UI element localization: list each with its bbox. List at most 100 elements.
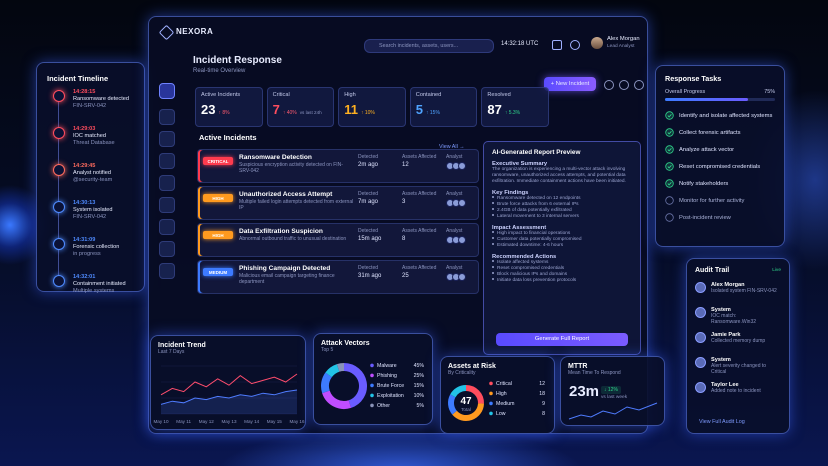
audit-item: Alex Morgan Isolated system FIN-SRV-042	[695, 282, 781, 307]
nav-settings[interactable]	[159, 263, 175, 279]
nav-alerts[interactable]	[159, 109, 175, 125]
legend-label: Exploitation	[377, 393, 404, 399]
nav-home[interactable]	[159, 83, 175, 99]
event-detail: FIN-SRV-042	[73, 214, 107, 220]
vectors-subtitle: Top 5	[321, 347, 334, 353]
audit-avatar	[695, 332, 706, 343]
audit-item: Jamie Park Collected memory dump	[695, 332, 781, 357]
nav-files[interactable]	[159, 219, 175, 235]
refresh-icon[interactable]	[604, 80, 614, 90]
event-icon	[53, 127, 65, 139]
donut-segment	[452, 403, 484, 421]
audit-item: System Alert severity changed to Critical	[695, 357, 781, 382]
audit-avatar	[695, 357, 706, 368]
task-item[interactable]: Reset compromised credentials	[665, 158, 775, 175]
assets-value: 25	[402, 273, 409, 279]
analyst-label: Analyst	[446, 191, 463, 197]
view-all-link[interactable]: View All →	[439, 144, 465, 150]
task-item[interactable]: Analyze attack vector	[665, 141, 775, 158]
stat-card: Resolved 87 ↑ 5.3%	[481, 87, 549, 127]
task-text: Reset compromised credentials	[679, 163, 761, 170]
analyst-avatar	[458, 236, 466, 244]
generate-report-button[interactable]: Generate Full Report	[496, 333, 628, 346]
task-item[interactable]: Notify stakeholders	[665, 175, 775, 192]
new-incident-button[interactable]: + New Incident	[544, 77, 596, 91]
report-panel: AI-Generated Report Preview Executive Su…	[483, 141, 641, 355]
event-detail: Multiple systems	[73, 288, 115, 294]
analyst-label: Analyst	[446, 265, 463, 271]
stat-label: Critical	[272, 92, 290, 98]
event-title: Analyst notified	[73, 170, 111, 176]
task-item[interactable]: Monitor for further activity	[665, 192, 775, 209]
task-text: Monitor for further activity	[679, 197, 745, 204]
user-avatar[interactable]	[591, 37, 603, 49]
progress-bar	[665, 98, 748, 101]
nav-network[interactable]	[159, 153, 175, 169]
analyst-avatars	[446, 199, 476, 209]
audit-text: System Alert severity changed to Critical	[711, 357, 781, 375]
event-time: 14:29:03	[73, 126, 96, 132]
analyst-avatar	[458, 273, 466, 281]
mttr-sparkline	[568, 402, 658, 420]
event-time: 14:30:13	[73, 200, 96, 206]
progress-track	[665, 98, 775, 101]
stat-change: ↑ 5.3%	[504, 110, 521, 116]
task-item[interactable]: Post-incident review	[665, 209, 775, 226]
event-title: System isolated	[73, 207, 113, 213]
detected-col: Detected 31m ago	[358, 265, 398, 279]
event-icon	[53, 164, 65, 176]
task-item[interactable]: Identify and isolate affected systems	[665, 107, 775, 124]
incident-row[interactable]: CRITICAL Ransomware Detection Suspicious e…	[197, 149, 479, 183]
nav-reports[interactable]	[159, 175, 175, 191]
progress-row: Overall Progress 75%	[665, 89, 775, 95]
stat-change: ↑ 15%	[426, 110, 440, 116]
trend-line	[160, 389, 298, 405]
nav-shield[interactable]	[159, 131, 175, 147]
severity-badge: CRITICAL	[203, 157, 233, 165]
incident-row[interactable]: HIGH Unauthorized Access Attempt Multiple …	[197, 186, 479, 220]
audit-actor: System	[711, 307, 731, 313]
task-item[interactable]: Collect forensic artifacts	[665, 124, 775, 141]
stat-row: 5 ↑ 15%	[416, 102, 472, 117]
audit-list: Alex Morgan Isolated system FIN-SRV-042 Sy…	[695, 282, 781, 407]
assets-value: 8	[402, 236, 406, 242]
task-check	[665, 162, 674, 171]
assets-col: Assets Affected 8	[402, 228, 442, 242]
detected-value: 2m ago	[358, 162, 379, 168]
incident-row[interactable]: MEDIUM Phishing Campaign Detected Maliciou…	[197, 260, 479, 294]
audit-text: Taylor Lee Added note to incident	[711, 382, 761, 394]
audit-action: Alert severity changed to Critical	[711, 363, 767, 375]
stat-card: High 11 ↑ 10%	[338, 87, 406, 127]
filter-icon[interactable]	[619, 80, 629, 90]
donut-segment	[325, 364, 340, 378]
event-time: 14:28:15	[73, 89, 96, 95]
timeline-event: 14:30:13 System isolated FIN-SRV-042	[45, 200, 140, 237]
search-box[interactable]: Search incidents, assets, users...	[364, 39, 494, 53]
audit-actor: System	[711, 357, 731, 363]
analyst-avatar	[458, 199, 466, 207]
notification-icon[interactable]	[552, 40, 562, 50]
event-text: 14:30:13 System isolated FIN-SRV-042	[73, 200, 112, 221]
event-icon	[53, 201, 65, 213]
audit-panel: Audit Trail Live Alex Morgan Isolated sys…	[686, 258, 790, 434]
timeline-line	[58, 95, 59, 285]
legend-dot	[489, 401, 493, 406]
incident-info: Ransomware Detection Suspicious encryptio…	[239, 154, 354, 174]
legend-label: High	[496, 391, 507, 397]
stat-note: vs last 24h	[299, 110, 322, 115]
more-icon[interactable]	[634, 80, 644, 90]
audit-link[interactable]: View Full Audit Log	[699, 419, 745, 425]
legend-label: Critical	[496, 381, 512, 387]
section-heading: Impact Assessment	[492, 225, 547, 231]
event-icon	[53, 275, 65, 287]
incident-row[interactable]: HIGH Data Exfiltration Suspicion Abnormal …	[197, 223, 479, 257]
nav-users[interactable]	[159, 197, 175, 213]
nav-analytics[interactable]	[159, 241, 175, 257]
settings-icon[interactable]	[570, 40, 580, 50]
stat-label: Contained	[415, 92, 442, 98]
assets-label: Assets Affected	[402, 191, 437, 197]
incident-description: Multiple failed login attempts detected …	[239, 199, 354, 211]
event-text: 14:31:09 Forensic collection in progress	[73, 237, 119, 258]
